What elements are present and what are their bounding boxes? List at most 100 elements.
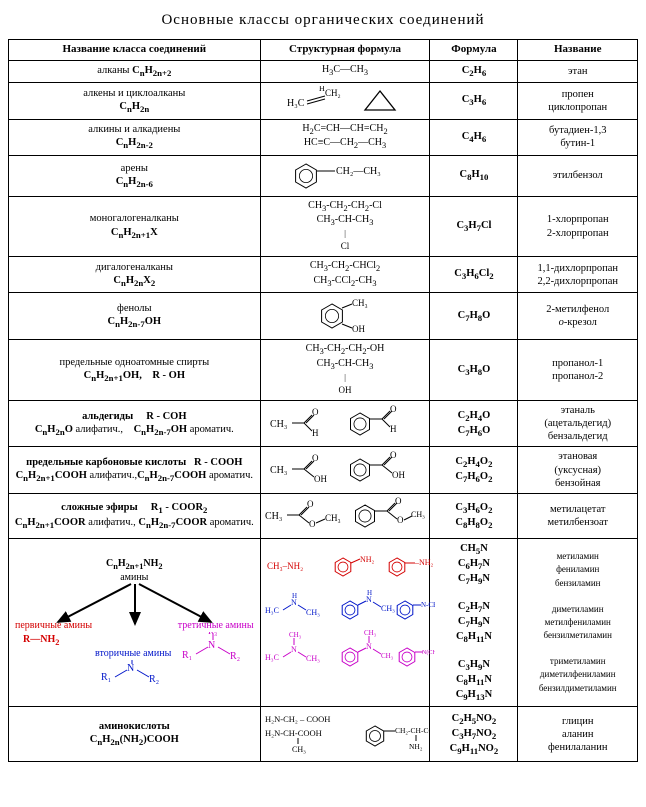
- svg-text:H: H: [292, 592, 297, 600]
- svg-text:R₁: R₁: [101, 672, 111, 683]
- class-cell: алканы CnH2n+2: [9, 60, 261, 82]
- class-cell: дигалогеналканыCnH2nX2: [9, 257, 261, 293]
- svg-text:OH: OH: [352, 324, 365, 334]
- page-title: Основные классы органических соединений: [8, 12, 638, 29]
- svg-text:R₂: R₂: [230, 651, 240, 662]
- svg-text:H₃C: H₃C: [265, 606, 279, 615]
- name-cell: 2-метилфеноло-крезол: [518, 293, 638, 340]
- name-cell: этилбензол: [518, 155, 638, 196]
- svg-text:O: O: [309, 519, 316, 529]
- svg-text:OH: OH: [314, 474, 327, 484]
- class-cell: ареныCnH2n-6: [9, 155, 261, 196]
- formula-cell: C2H4O2C7H6O2: [430, 447, 518, 493]
- svg-text:R₁: R₁: [182, 650, 192, 661]
- svg-text:CH₃: CH₃: [270, 465, 287, 476]
- svg-text:H₃C: H₃C: [287, 98, 305, 109]
- svg-text:H₂N-CH₂ – COOH: H₂N-CH₂ – COOH: [265, 714, 330, 724]
- name-cell: 1-хлорпропан2-хлорпропан: [518, 196, 638, 257]
- name-cell: глициналанинфенилаланин: [518, 707, 638, 762]
- header-formula: Формула: [430, 40, 518, 61]
- svg-text:O: O: [395, 497, 402, 506]
- formula-cell: C3H6O2C8H8O2: [430, 493, 518, 538]
- svg-text:R₂: R₂: [149, 674, 159, 685]
- struct-cell: CH₃–NH₂ NH₂ –NH₂ H₃C N CH₃ H N CH₃ H N-C…: [260, 538, 430, 707]
- name-cell: этановая(уксусная)бензойная: [518, 447, 638, 493]
- svg-text:CH₃: CH₃: [289, 631, 302, 639]
- table-row: алкены и циклоалканыCnH2n H₃C CH₂ H C3H6…: [9, 82, 638, 119]
- svg-text:CH₃: CH₃: [381, 652, 394, 660]
- name-cell: этаналь(ацетальдегид)бензальдегид: [518, 401, 638, 447]
- formula-cell: C3H6Cl2: [430, 257, 518, 293]
- formula-cell: C3H8O: [430, 340, 518, 401]
- table-row: моногалогеналканыCnH2n+1XCH3-CH2-CH2-ClC…: [9, 196, 638, 257]
- svg-text:NH₂: NH₂: [409, 742, 423, 751]
- svg-text:CH₃: CH₃: [325, 513, 341, 523]
- name-cell: 1,1-дихлорпропан2,2-дихлорпропан: [518, 257, 638, 293]
- table-row: алкины и алкадиеныCnH2n-2H2C=CH—CH=CH2HC…: [9, 119, 638, 155]
- struct-cell: CH₂—CH₃: [260, 155, 430, 196]
- struct-cell: CH3-CH2-CH2-OHCH3-CH-CH3|OH: [260, 340, 430, 401]
- struct-cell: CH3-CH2-CHCl2CH3-CCl2-CH3: [260, 257, 430, 293]
- formula-cell: C2H4OC7H6O: [430, 401, 518, 447]
- svg-text:N: N: [291, 645, 297, 654]
- svg-text:H: H: [312, 428, 319, 438]
- formula-cell: C7H8O: [430, 293, 518, 340]
- struct-cell: CH₃ O O CH₃ O O CH₃: [260, 493, 430, 538]
- table-row: предельные одноатомные спиртыCnH2n+1OH, …: [9, 340, 638, 401]
- svg-text:O: O: [390, 451, 397, 460]
- svg-text:CH₃: CH₃: [270, 419, 287, 430]
- svg-text:O: O: [307, 499, 314, 509]
- table-row: альдегиды R - COHCnH2nO алифатич., CnH2n…: [9, 401, 638, 447]
- struct-cell: CH₃ OH: [260, 293, 430, 340]
- class-cell: предельные карбоновые кислоты R - COOHCn…: [9, 447, 261, 493]
- table-row: алканы CnH2n+2H3C—CH3C2H6этан: [9, 60, 638, 82]
- struct-cell: H₂N-CH₂ – COOH H₂N-CH-COOH CH₃ CH₂-CH-CO…: [260, 707, 430, 762]
- svg-text:CH₃–NH₂: CH₃–NH₂: [267, 561, 303, 571]
- svg-text:H₂N-CH-COOH: H₂N-CH-COOH: [265, 728, 322, 738]
- name-cell: бутадиен-1,3бутин-1: [518, 119, 638, 155]
- svg-text:–NH₂: –NH₂: [414, 558, 434, 567]
- svg-text:CH₃: CH₃: [306, 608, 320, 617]
- name-cell: метилацетатметилбензоат: [518, 493, 638, 538]
- svg-text:OH: OH: [392, 470, 405, 480]
- class-cell: альдегиды R - COHCnH2nO алифатич., CnH2n…: [9, 401, 261, 447]
- table-row: CnH2n+1NH2 амины первичные амины R—NH2 в…: [9, 538, 638, 707]
- svg-text:H₃C: H₃C: [265, 653, 279, 662]
- formula-cell: C3H6: [430, 82, 518, 119]
- formula-cell: C8H10: [430, 155, 518, 196]
- svg-text:CH₃: CH₃: [364, 629, 377, 637]
- amine-diagram: CnH2n+1NH2 амины первичные амины R—NH2 в…: [13, 558, 256, 688]
- table-row: сложные эфиры R1 - COOR2CnH2n+1COOR алиф…: [9, 493, 638, 538]
- struct-cell: H2C=CH—CH=CH2HC≡C—CH2—CH3: [260, 119, 430, 155]
- svg-text:NH₂: NH₂: [360, 555, 375, 564]
- svg-text:CH₃: CH₃: [411, 510, 425, 519]
- class-cell: алкины и алкадиеныCnH2n-2: [9, 119, 261, 155]
- struct-cell: H3C—CH3: [260, 60, 430, 82]
- header-name: Название: [518, 40, 638, 61]
- svg-text:R₃: R₃: [208, 632, 217, 636]
- svg-text:CH₃: CH₃: [306, 654, 320, 663]
- class-cell: алкены и циклоалканыCnH2n: [9, 82, 261, 119]
- table-row: аминокислотыCnH2n(NH2)COOH H₂N-CH₂ – COO…: [9, 707, 638, 762]
- struct-cell: CH₃ O H O H: [260, 401, 430, 447]
- svg-text:H: H: [129, 660, 136, 662]
- class-cell: аминокислотыCnH2n(NH2)COOH: [9, 707, 261, 762]
- formula-cell: C4H6: [430, 119, 518, 155]
- classes-table: Название класса соединений Структурная ф…: [8, 39, 638, 762]
- struct-cell: CH₃ O OH O OH: [260, 447, 430, 493]
- formula-cell: CH5NC6H7NC7H9NC2H7NC7H9NC8H11NC3H9NC8H11…: [430, 538, 518, 707]
- header-class: Название класса соединений: [9, 40, 261, 61]
- class-cell: CnH2n+1NH2 амины первичные амины R—NH2 в…: [9, 538, 261, 707]
- formula-cell: C2H6: [430, 60, 518, 82]
- table-row: ареныCnH2n-6 CH₂—CH₃ C8H10этилбензол: [9, 155, 638, 196]
- struct-cell: CH3-CH2-CH2-ClCH3-CH-CH3|Cl: [260, 196, 430, 257]
- name-cell: этан: [518, 60, 638, 82]
- svg-text:N: N: [127, 663, 134, 674]
- svg-text:CH₃: CH₃: [265, 511, 282, 522]
- name-cell: пропанол-1пропанол-2: [518, 340, 638, 401]
- class-cell: сложные эфиры R1 - COOR2CnH2n+1COOR алиф…: [9, 493, 261, 538]
- svg-text:O: O: [312, 453, 319, 463]
- class-cell: предельные одноатомные спиртыCnH2n+1OH, …: [9, 340, 261, 401]
- header-struct: Структурная формула: [260, 40, 430, 61]
- svg-text:CH₃: CH₃: [292, 745, 306, 754]
